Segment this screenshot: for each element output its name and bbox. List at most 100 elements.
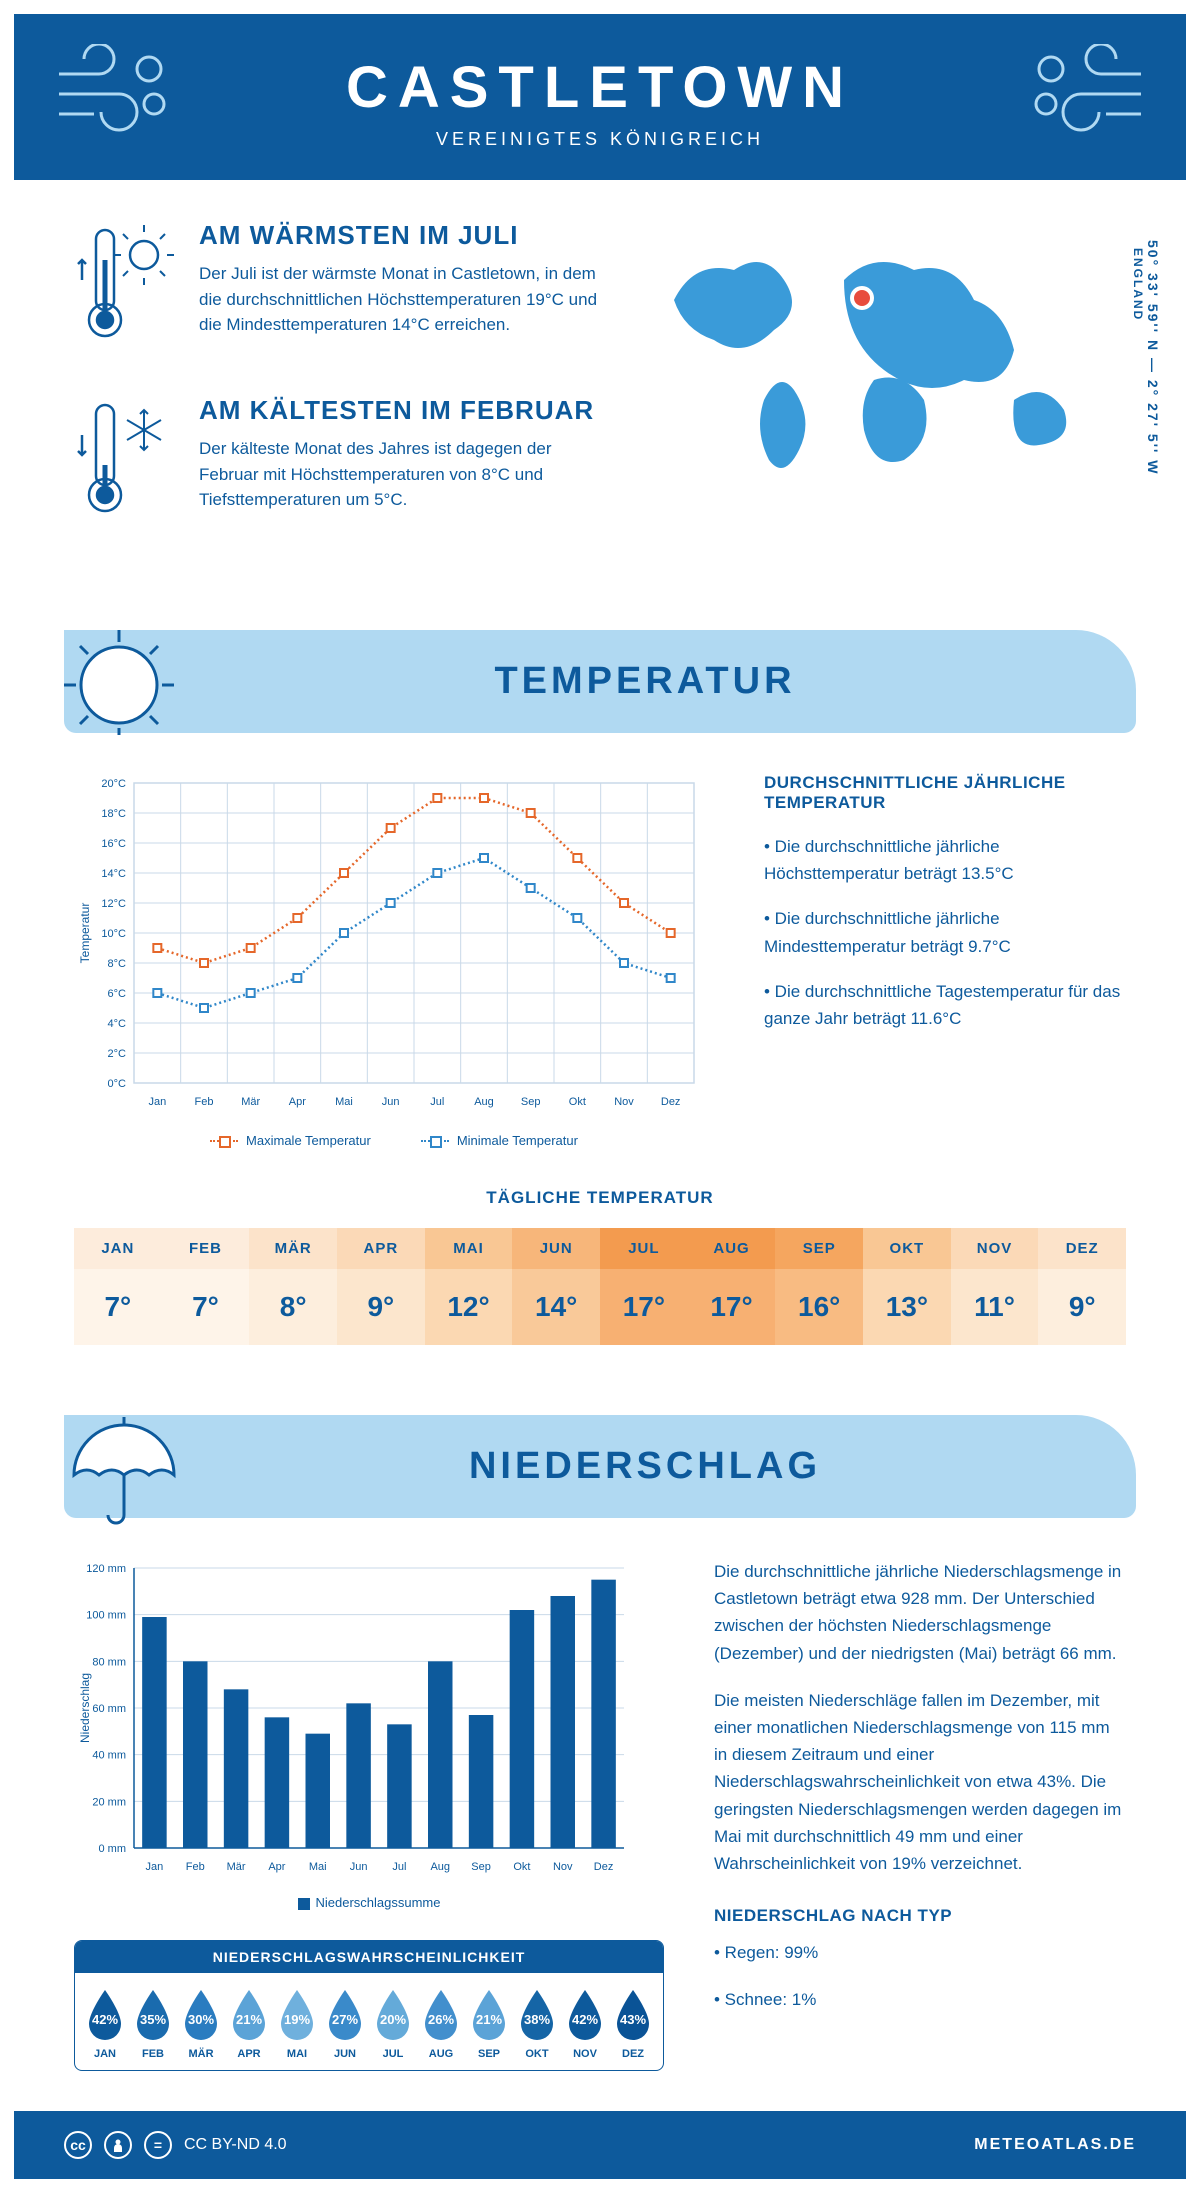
temp-cell: MÄR8° [249,1228,337,1345]
svg-text:Niederschlag: Niederschlag [78,1673,92,1743]
precipitation-banner: NIEDERSCHLAG [64,1415,1136,1518]
svg-text:0 mm: 0 mm [99,1843,127,1855]
svg-text:Mär: Mär [227,1861,246,1873]
svg-text:120 mm: 120 mm [86,1563,126,1575]
precipitation-probability: NIEDERSCHLAGSWAHRSCHEINLICHKEIT 42%JAN35… [74,1940,664,2071]
daily-temperature-table: TÄGLICHE TEMPERATUR JAN7°FEB7°MÄR8°APR9°… [14,1188,1186,1385]
by-icon [104,2131,132,2159]
temperature-legend: Maximale Temperatur Minimale Temperatur [74,1133,714,1148]
cc-icon: cc [64,2131,92,2159]
probability-drop: 27%JUN [323,1988,367,2060]
svg-text:Feb: Feb [195,1096,214,1108]
svg-text:Mai: Mai [335,1096,353,1108]
svg-text:16°C: 16°C [101,838,126,850]
svg-text:18°C: 18°C [101,808,126,820]
svg-text:Nov: Nov [553,1861,573,1873]
svg-text:Apr: Apr [289,1096,306,1108]
svg-text:100 mm: 100 mm [86,1610,126,1622]
svg-text:Nov: Nov [614,1096,634,1108]
probability-drop: 21%APR [227,1988,271,2060]
svg-text:Okt: Okt [513,1861,530,1873]
intro-section: AM WÄRMSTEN IM JULI Der Juli ist der wär… [14,180,1186,600]
coldest-text: Der kälteste Monat des Jahres ist dagege… [199,436,604,513]
svg-text:0°C: 0°C [108,1078,127,1090]
svg-text:8°C: 8°C [108,958,127,970]
probability-drop: 21%SEP [467,1988,511,2060]
precipitation-chart: 0 mm 20 mm 40 mm 60 mm 80 mm 100 mm 120 mm Jan F… [74,1558,664,1910]
world-map: 50° 33' 59'' N — 2° 27' 5'' W ENGLAND [644,220,1126,505]
thermometer-snow-icon [74,395,174,530]
svg-text:Jan: Jan [146,1861,164,1873]
probability-drop: 26%AUG [419,1988,463,2060]
svg-text:80 mm: 80 mm [92,1656,126,1668]
temp-cell: AUG17° [688,1228,776,1345]
svg-text:Okt: Okt [569,1096,586,1108]
svg-text:Jun: Jun [382,1096,400,1108]
svg-text:4°C: 4°C [108,1018,127,1030]
temp-cell: SEP16° [775,1228,863,1345]
svg-text:Jun: Jun [350,1861,368,1873]
svg-text:Aug: Aug [474,1096,494,1108]
temp-cell: FEB7° [162,1228,250,1345]
svg-text:20 mm: 20 mm [92,1796,126,1808]
wind-icon [54,44,174,139]
nd-icon: = [144,2131,172,2159]
footer: cc = CC BY-ND 4.0 METEOATLAS.DE [14,2111,1186,2179]
warmest-text: Der Juli ist der wärmste Monat in Castle… [199,261,604,338]
temp-cell: MAI12° [425,1228,513,1345]
temp-cell: JAN7° [74,1228,162,1345]
svg-text:Dez: Dez [594,1861,614,1873]
temperature-chart: 0°C 2°C 4°C 6°C 8°C 10°C 12°C 14°C 16°C 18°C 20°C J… [74,773,714,1148]
warmest-fact: AM WÄRMSTEN IM JULI Der Juli ist der wär… [74,220,604,355]
wind-icon [1026,44,1146,139]
probability-drop: 35%FEB [131,1988,175,2060]
probability-drop: 43%DEZ [611,1988,655,2060]
svg-text:Mai: Mai [309,1861,327,1873]
temp-cell: NOV11° [951,1228,1039,1345]
svg-text:Dez: Dez [661,1096,681,1108]
svg-text:Sep: Sep [521,1096,541,1108]
probability-drop: 19%MAI [275,1988,319,2060]
license-text: CC BY-ND 4.0 [184,2136,287,2154]
city-title: CASTLETOWN [74,54,1126,121]
svg-text:Temperatur: Temperatur [78,903,92,964]
coldest-title: AM KÄLTESTEN IM FEBRUAR [199,395,604,426]
temperature-summary: DURCHSCHNITTLICHE JÄHRLICHE TEMPERATUR •… [764,773,1126,1148]
temperature-banner: TEMPERATUR [64,630,1136,733]
svg-text:14°C: 14°C [101,868,126,880]
svg-text:60 mm: 60 mm [92,1703,126,1715]
svg-text:6°C: 6°C [108,988,127,1000]
sun-icon [54,620,184,755]
coordinates: 50° 33' 59'' N — 2° 27' 5'' W ENGLAND [1131,240,1161,475]
svg-text:Feb: Feb [186,1861,205,1873]
svg-text:2°C: 2°C [108,1048,127,1060]
thermometer-sun-icon [74,220,174,355]
probability-drop: 42%NOV [563,1988,607,2060]
precipitation-summary: Die durchschnittliche jährliche Niedersc… [714,1558,1126,2071]
temp-cell: APR9° [337,1228,425,1345]
svg-text:Mär: Mär [241,1096,260,1108]
temp-cell: OKT13° [863,1228,951,1345]
header: CASTLETOWN VEREINIGTES KÖNIGREICH [14,14,1186,180]
svg-text:Apr: Apr [268,1861,285,1873]
temp-cell: DEZ9° [1038,1228,1126,1345]
temp-cell: JUN14° [512,1228,600,1345]
coldest-fact: AM KÄLTESTEN IM FEBRUAR Der kälteste Mon… [74,395,604,530]
svg-text:Jan: Jan [148,1096,166,1108]
probability-drop: 30%MÄR [179,1988,223,2060]
svg-text:Jul: Jul [392,1861,406,1873]
country-subtitle: VEREINIGTES KÖNIGREICH [74,129,1126,150]
svg-text:12°C: 12°C [101,898,126,910]
svg-text:Sep: Sep [471,1861,491,1873]
site-name: METEOATLAS.DE [974,2136,1136,2154]
svg-text:Aug: Aug [430,1861,450,1873]
svg-text:10°C: 10°C [101,928,126,940]
probability-drop: 42%JAN [83,1988,127,2060]
umbrella-icon [54,1405,184,1540]
svg-text:40 mm: 40 mm [92,1750,126,1762]
warmest-title: AM WÄRMSTEN IM JULI [199,220,604,251]
svg-text:20°C: 20°C [101,778,126,790]
svg-text:Jul: Jul [430,1096,444,1108]
probability-drop: 38%OKT [515,1988,559,2060]
temp-cell: JUL17° [600,1228,688,1345]
